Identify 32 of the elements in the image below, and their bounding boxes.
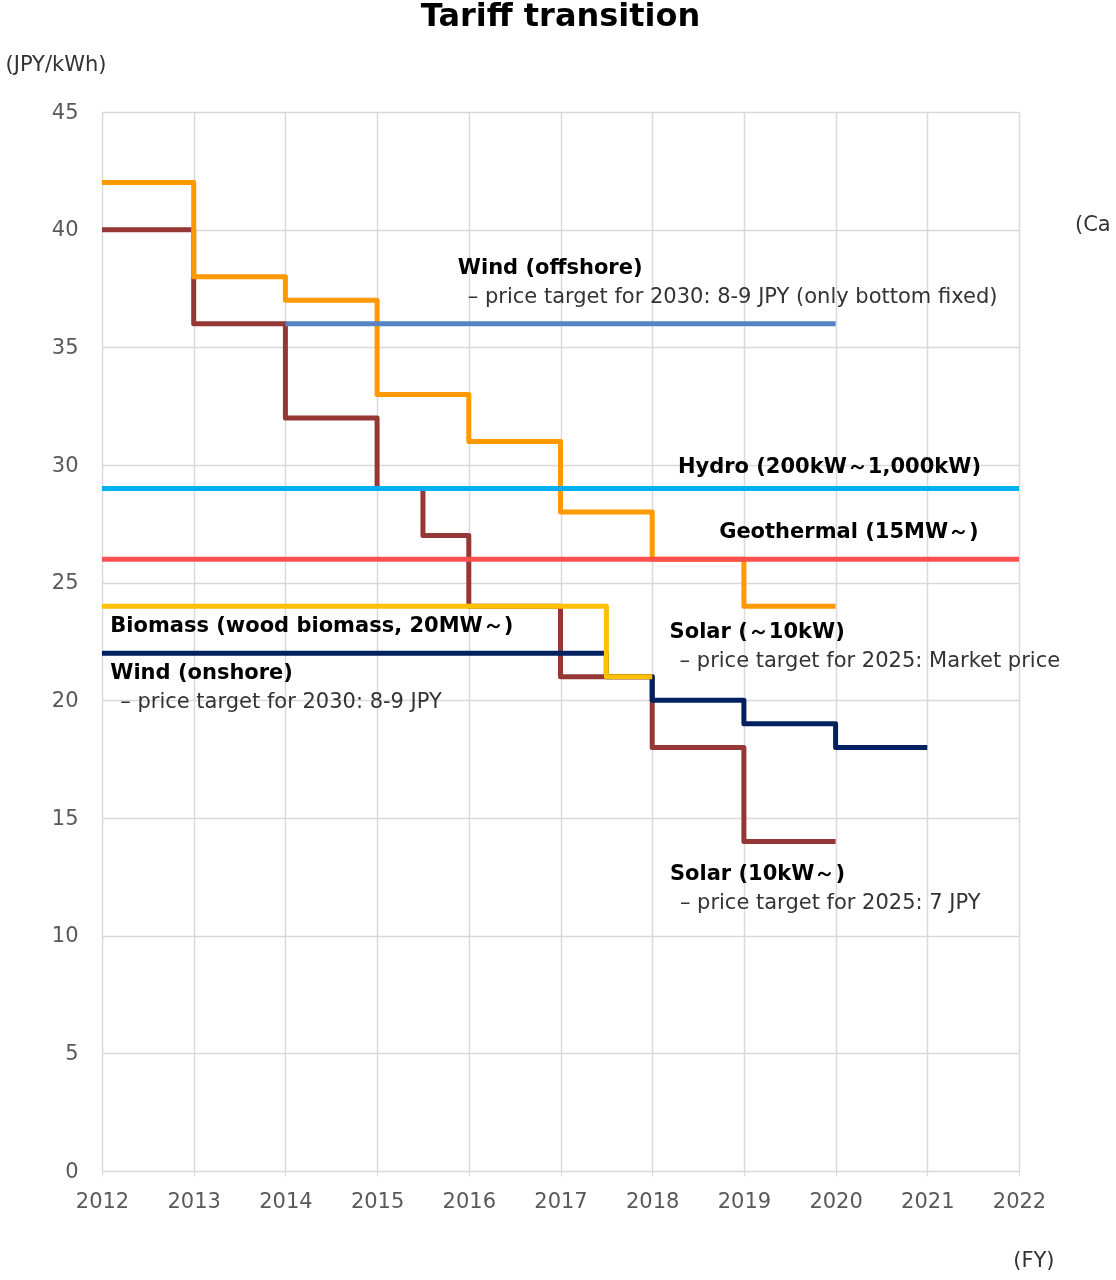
annotation: Hydro (200kW～1,000kW) (677, 453, 981, 478)
x-tick-label: 2018 (625, 1188, 680, 1213)
annotation: Wind (onshore) – price target for 2030: 8-9 JPY (110, 660, 443, 714)
x-tick-label: 2014 (259, 1188, 313, 1213)
y-tick-label: 15 (51, 805, 79, 830)
x-tick-label: 2017 (534, 1188, 588, 1213)
y-tick-label: 10 (51, 923, 79, 948)
annotation: Wind (offshore) – price target for 2030: 8-9 JPY (only bottom fixed) (457, 254, 998, 308)
annotation: Solar (～10kW) – price target for 2025: Market price (669, 619, 1061, 673)
y-tick-label: 30 (51, 452, 79, 477)
annotation: Solar (10kW～) – price target for 2025: 7 JPY (669, 860, 981, 914)
x-axis-title: (FY) (1013, 1247, 1055, 1272)
x-tick-label: 2021 (901, 1188, 955, 1213)
annotation: Geothermal (15MW～) (719, 519, 979, 544)
y-tick-label: 25 (51, 570, 79, 595)
text: (Ca (1075, 212, 1111, 236)
y-tick-label: 45 (51, 99, 79, 124)
x-tick-label: 2020 (809, 1188, 863, 1213)
x-tick-label: 2015 (350, 1188, 405, 1213)
y-tick-label: 5 (65, 1040, 79, 1065)
y-tick-label: 0 (65, 1158, 79, 1183)
x-tick-label: 2019 (717, 1188, 772, 1213)
annotation: Biomass (wood biomass, 20MW～) (110, 613, 514, 638)
x-tick-label: 2012 (75, 1188, 130, 1213)
y-tick-label: 40 (51, 217, 79, 242)
y-axis-title: (JPY/kWh) (5, 51, 107, 76)
x-tick-label: 2022 (992, 1188, 1047, 1213)
x-tick-label: 2013 (167, 1188, 221, 1213)
y-tick-label: 35 (51, 334, 79, 359)
y-tick-label: 20 (51, 687, 79, 712)
x-tick-label: 2016 (442, 1188, 497, 1213)
chart-title: Tariff transition (420, 0, 701, 34)
